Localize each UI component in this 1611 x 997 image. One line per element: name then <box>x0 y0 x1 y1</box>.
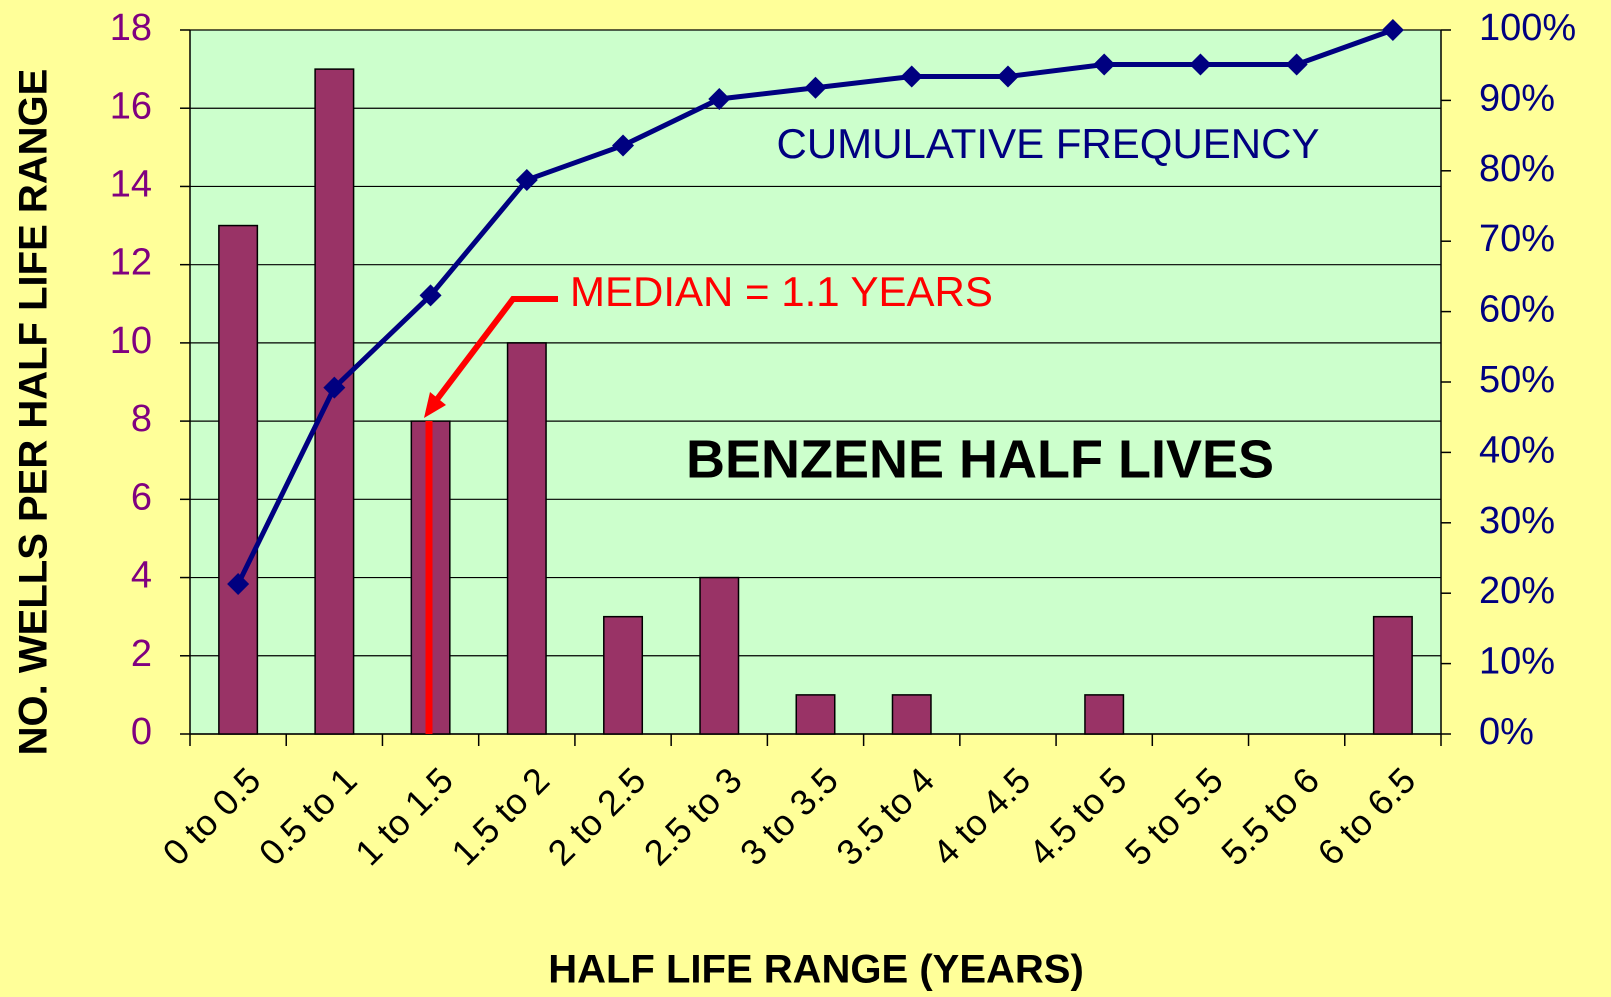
x-tick-label: 3.5 to 4 <box>828 759 942 873</box>
y2-tick-label: 70% <box>1479 218 1555 260</box>
x-tick-label: 2.5 to 3 <box>636 759 750 873</box>
line-marker <box>996 65 1019 88</box>
bar <box>795 694 836 735</box>
y2-tick-label: 80% <box>1479 148 1555 190</box>
bar <box>891 694 932 735</box>
annotation-arrow <box>429 296 558 408</box>
y-tick-label: 16 <box>110 85 152 127</box>
line-marker <box>419 284 442 307</box>
y-tick-label: 10 <box>110 320 152 362</box>
bar <box>603 615 644 735</box>
line-marker <box>323 376 346 399</box>
x-tick-label: 4 to 4.5 <box>924 759 1038 873</box>
bar <box>218 224 259 735</box>
y-tick-label: 12 <box>110 242 152 284</box>
x-tick-label: 2 to 2.5 <box>540 759 654 873</box>
line-marker <box>227 573 250 596</box>
bar <box>699 576 740 735</box>
y-tick-label: 18 <box>110 7 152 49</box>
line-marker <box>708 87 731 110</box>
x-tick-label: 3 to 3.5 <box>732 759 846 873</box>
chart-title: BENZENE HALF LIVES <box>686 429 1274 489</box>
arrow-head <box>424 392 446 418</box>
plot-area <box>190 30 1441 734</box>
x-tick-label: 5 to 5.5 <box>1117 759 1231 873</box>
y2-tick-label: 10% <box>1479 641 1555 683</box>
x-tick-label: 0 to 0.5 <box>155 759 269 873</box>
line-marker <box>1093 53 1116 76</box>
line-marker <box>900 65 923 88</box>
y-tick-label: 0 <box>131 711 152 753</box>
x-tick-label: 1 to 1.5 <box>347 759 461 873</box>
x-tick-label: 5.5 to 6 <box>1213 759 1327 873</box>
x-tick-label: 4.5 to 5 <box>1021 759 1135 873</box>
x-tick-label: 6 to 6.5 <box>1309 759 1423 873</box>
line-marker <box>1189 53 1212 76</box>
y2-tick-label: 50% <box>1479 359 1555 401</box>
y-tick-label: 14 <box>110 163 152 205</box>
bar <box>1084 694 1125 735</box>
y-tick-label: 2 <box>131 633 152 675</box>
line-marker <box>1381 19 1404 41</box>
y-tick-label: 6 <box>131 476 152 518</box>
y2-tick-label: 30% <box>1479 500 1555 542</box>
y2-tick-label: 100% <box>1479 7 1576 49</box>
y2-tick-label: 0% <box>1479 711 1534 753</box>
bar <box>506 342 547 735</box>
annotation: CUMULATIVE FREQUENCY <box>777 120 1320 167</box>
y2-tick-label: 90% <box>1479 77 1555 119</box>
line-marker <box>804 76 827 99</box>
x-axis-label: HALF LIFE RANGE (YEARS) <box>548 948 1084 992</box>
bar <box>1372 615 1413 735</box>
bar <box>314 68 355 735</box>
annotation: MEDIAN = 1.1 YEARS <box>570 268 993 315</box>
y-tick-label: 4 <box>131 555 152 597</box>
y-axis-label: NO. WELLS PER HALF LIFE RANGE <box>12 69 56 756</box>
line-marker <box>1285 53 1308 76</box>
y-tick-label: 8 <box>131 398 152 440</box>
line-marker <box>612 134 635 157</box>
y2-tick-label: 40% <box>1479 429 1555 471</box>
line-marker <box>515 168 538 191</box>
x-tick-label: 1.5 to 2 <box>443 759 557 873</box>
x-tick-label: 0.5 to 1 <box>251 759 365 873</box>
y2-tick-label: 60% <box>1479 289 1555 331</box>
y2-tick-label: 20% <box>1479 570 1555 612</box>
